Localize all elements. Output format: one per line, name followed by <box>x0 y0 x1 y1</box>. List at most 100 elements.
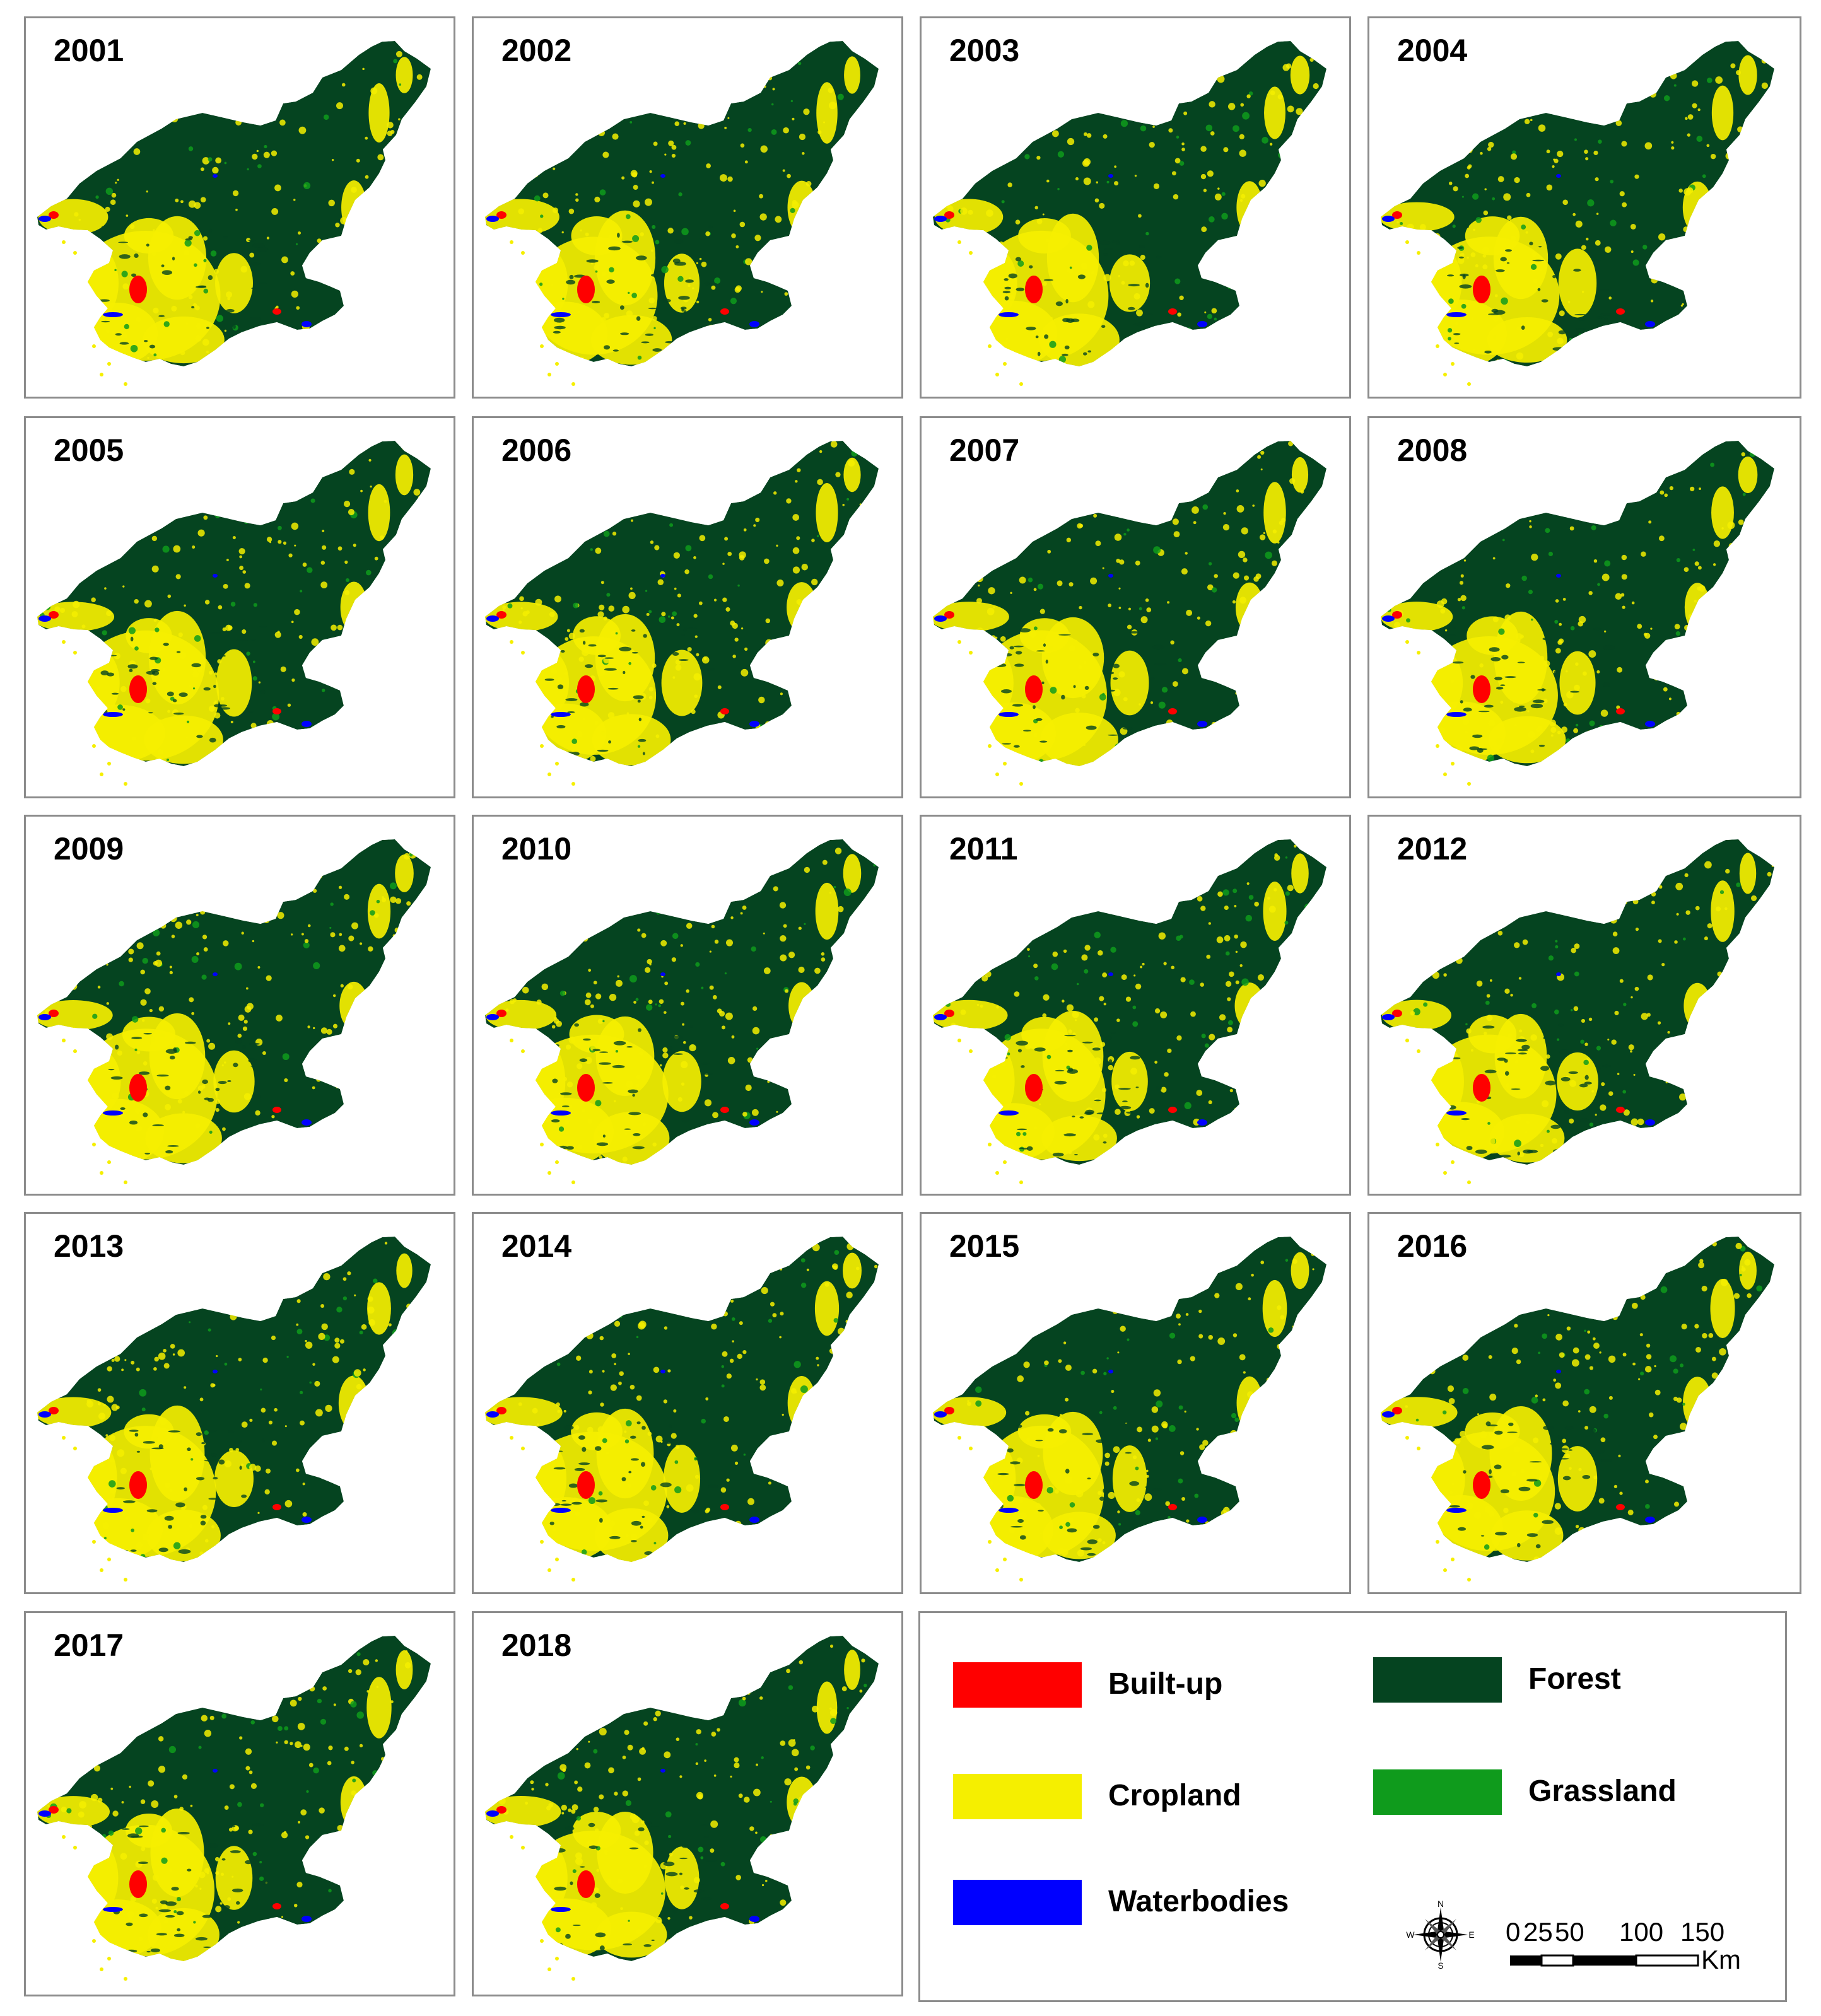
cropland-area <box>1738 55 1757 95</box>
land-speck <box>1619 191 1625 197</box>
land-speck <box>1133 974 1136 977</box>
island <box>571 382 575 386</box>
land-speck <box>648 1517 653 1522</box>
land-speck <box>1516 1116 1521 1121</box>
land-speck <box>83 281 88 286</box>
built-up-area <box>1616 1107 1625 1113</box>
land-speck <box>1687 1527 1694 1535</box>
forest-patch <box>560 1092 572 1095</box>
land-speck <box>1530 749 1535 754</box>
land-speck <box>975 552 981 558</box>
land-speck <box>287 703 291 707</box>
forest-patch <box>127 664 138 669</box>
land-speck <box>1754 569 1762 577</box>
land-speck <box>73 1360 76 1363</box>
land-speck <box>942 298 946 303</box>
land-speck <box>1589 1122 1594 1127</box>
land-speck <box>1407 154 1413 160</box>
land-speck <box>534 1328 542 1336</box>
land-speck <box>1735 1017 1738 1019</box>
forest-patch <box>631 1458 639 1461</box>
land-speck <box>871 973 877 979</box>
land-speck <box>1196 1428 1199 1431</box>
land-speck <box>786 498 792 504</box>
land-speck <box>79 1317 83 1320</box>
land-speck <box>1444 304 1449 310</box>
map-panel-2010: 2010 <box>472 815 903 1196</box>
land-speck <box>1180 977 1186 982</box>
land-speck <box>1161 687 1168 693</box>
land-speck <box>257 866 263 871</box>
land-speck <box>172 709 179 716</box>
land-speck <box>1730 63 1736 69</box>
land-speck <box>291 496 296 501</box>
land-speck <box>546 52 551 56</box>
forest-patch <box>638 718 642 721</box>
land-speck <box>63 86 67 91</box>
land-speck <box>146 190 148 193</box>
land-speck <box>1507 873 1512 878</box>
land-speck <box>59 1088 64 1093</box>
land-speck <box>1132 1005 1137 1010</box>
land-speck <box>1243 557 1248 562</box>
land-speck <box>1211 721 1217 727</box>
forest-patch <box>633 1133 641 1136</box>
land-speck <box>402 923 409 929</box>
cropland-area <box>1415 247 1462 320</box>
land-speck <box>937 253 943 259</box>
land-speck <box>1419 224 1426 231</box>
land-speck <box>763 967 771 974</box>
land-speck <box>317 1066 324 1073</box>
land-speck <box>726 871 734 878</box>
land-speck <box>1396 221 1399 224</box>
land-speck <box>708 318 712 322</box>
land-speck <box>693 74 698 78</box>
land-speck <box>997 1450 1002 1455</box>
cropland-area <box>1043 1512 1116 1559</box>
land-speck <box>1185 552 1188 555</box>
land-speck <box>783 127 789 134</box>
cropland-area <box>592 714 671 766</box>
land-speck <box>556 648 559 652</box>
land-speck <box>761 291 763 293</box>
land-speck <box>45 97 49 100</box>
land-speck <box>740 912 743 915</box>
land-speck <box>530 247 534 250</box>
cropland-area <box>338 1375 370 1431</box>
land-speck <box>1177 1359 1182 1365</box>
land-speck <box>349 1462 356 1470</box>
land-speck <box>1311 172 1318 178</box>
forest-patch <box>667 1046 674 1050</box>
land-speck <box>416 74 423 80</box>
land-speck <box>675 659 681 665</box>
land-speck <box>488 1267 494 1273</box>
land-speck <box>115 182 117 184</box>
land-speck <box>1301 1312 1305 1315</box>
land-speck <box>1599 725 1603 730</box>
forest-patch <box>241 1495 247 1498</box>
land-speck <box>188 146 194 151</box>
land-speck <box>648 687 653 692</box>
land-speck <box>949 355 954 359</box>
land-speck <box>1079 523 1084 528</box>
land-speck <box>209 1131 213 1134</box>
forest-patch <box>585 664 594 668</box>
land-speck <box>322 545 327 550</box>
land-speck <box>1574 684 1580 691</box>
land-speck <box>1496 737 1503 745</box>
land-speck <box>597 611 604 618</box>
land-speck <box>311 638 319 646</box>
land-speck <box>715 346 718 349</box>
panel-year-label: 2010 <box>501 831 572 866</box>
land-speck <box>40 953 47 960</box>
land-speck <box>684 355 688 358</box>
land-speck <box>595 1322 599 1326</box>
forest-patch <box>636 1421 641 1425</box>
forest-patch <box>1103 1488 1106 1493</box>
land-speck <box>995 636 998 639</box>
land-speck <box>532 1477 537 1483</box>
forest-patch <box>1064 1035 1076 1037</box>
cropland-area <box>843 1252 862 1289</box>
land-speck <box>1695 906 1700 911</box>
forest-patch <box>680 1154 692 1156</box>
